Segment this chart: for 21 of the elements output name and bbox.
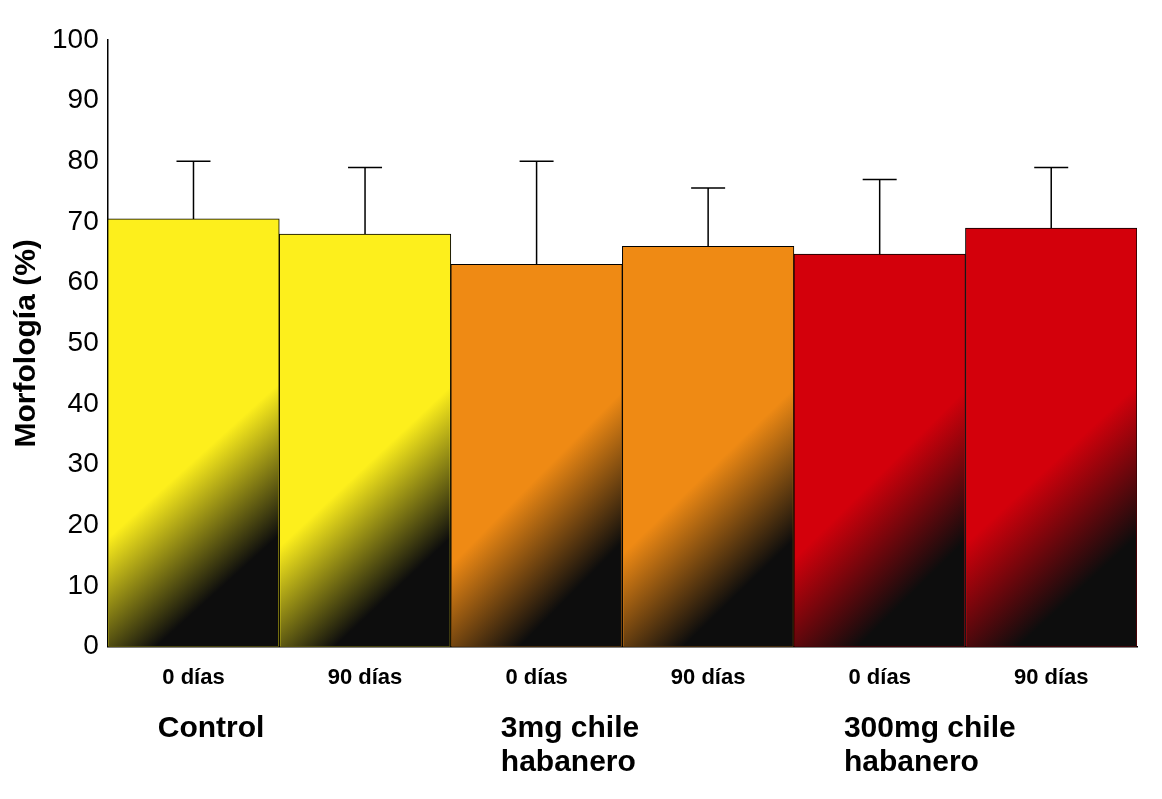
x-tick-label: 0 días [505, 663, 568, 689]
x-tick-label: 90 días [670, 663, 746, 689]
x-tick-label: 0 días [162, 663, 225, 689]
x-tick-label: 90 días [327, 663, 403, 689]
y-tick-label: 60 [67, 265, 99, 297]
y-tick-label: 10 [67, 568, 99, 600]
y-tick-label: 70 [67, 204, 99, 236]
y-tick-label: 90 [67, 83, 99, 115]
y-tick-label: 50 [67, 326, 99, 358]
text: 3mg chile habanero [500, 709, 640, 777]
text: 300mg chile habanero [843, 709, 1016, 777]
y-tick-label: 80 [67, 144, 99, 176]
x-tick-label: 90 días [1013, 663, 1089, 689]
y-tick-label: 0 [83, 629, 99, 661]
y-axis-title: Morfología (%) [8, 239, 42, 448]
y-tick-label: 30 [67, 447, 99, 479]
y-tick-label: 20 [67, 508, 99, 539]
text: Control [157, 709, 265, 743]
y-tick-label: 40 [67, 386, 99, 418]
y-tick-label: 100 [52, 22, 99, 54]
x-tick-label: 0 días [848, 663, 911, 689]
